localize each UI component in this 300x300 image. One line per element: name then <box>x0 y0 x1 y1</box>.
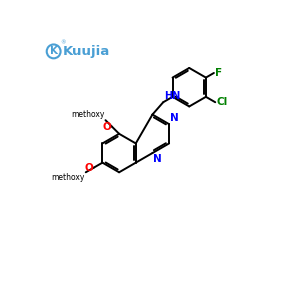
Text: N: N <box>170 113 178 123</box>
Text: ®: ® <box>61 40 66 45</box>
Text: HN: HN <box>164 92 180 101</box>
Text: N: N <box>153 154 162 164</box>
Text: K: K <box>50 46 58 56</box>
Text: Kuujia: Kuujia <box>63 45 110 58</box>
Text: methoxy: methoxy <box>71 110 105 119</box>
Text: Cl: Cl <box>216 97 227 107</box>
Text: O: O <box>84 163 93 173</box>
Text: methoxy: methoxy <box>52 173 85 182</box>
Text: F: F <box>215 68 222 78</box>
Text: O: O <box>103 122 111 132</box>
